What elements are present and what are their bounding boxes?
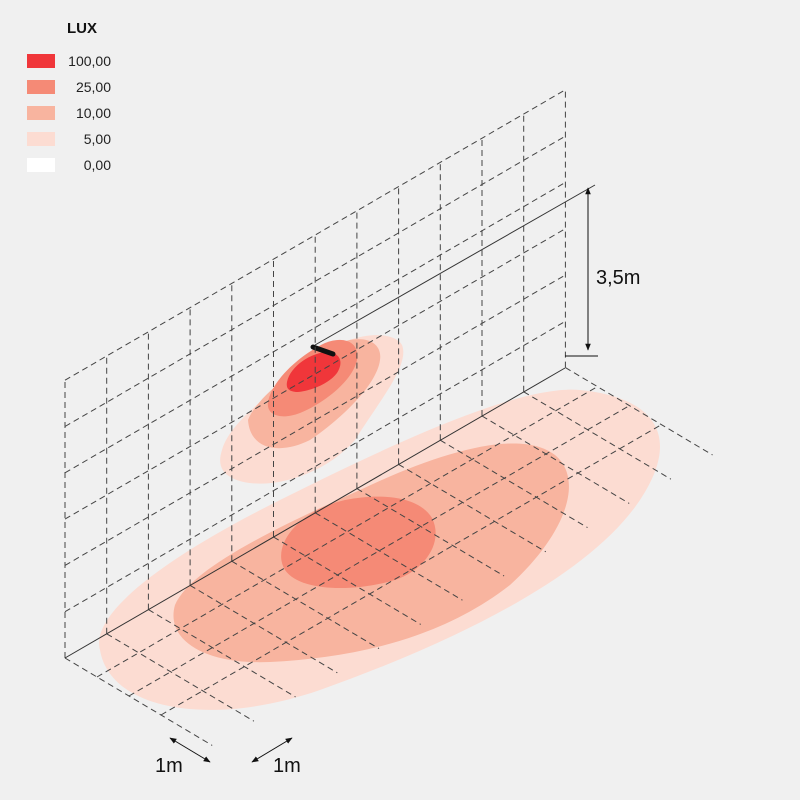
legend-value: 10,00 — [75, 105, 111, 121]
grid-line — [523, 391, 672, 480]
legend-value: 0,00 — [83, 157, 111, 173]
wall-contour-100lux — [286, 352, 341, 392]
grid-unit-dimension-right: 1m — [251, 737, 301, 777]
grid-line — [64, 228, 566, 520]
wall-illuminance-contours — [220, 335, 404, 484]
legend-rows: 100,00 25,00 10,00 5,00 0,00 — [27, 48, 127, 178]
legend-title: LUX — [67, 20, 97, 37]
grid-line — [64, 181, 566, 474]
grid-line — [231, 560, 380, 650]
legend-swatch — [27, 158, 55, 172]
legend-swatch — [27, 106, 55, 120]
grid-line — [64, 320, 566, 613]
wall-floor-edge — [64, 367, 566, 659]
legend-swatch — [27, 132, 55, 146]
legend-value: 100,00 — [68, 53, 111, 69]
legend-row: 100,00 — [27, 48, 127, 74]
grid-line — [314, 512, 463, 601]
legend-swatch — [27, 54, 55, 68]
legend-row: 0,00 — [27, 152, 127, 178]
grid-unit-left-label: 1m — [155, 755, 183, 777]
grid-line — [64, 274, 566, 566]
luminaire-fixture — [310, 344, 336, 357]
legend-value: 25,00 — [75, 79, 111, 95]
legend-swatch — [27, 80, 55, 94]
grid-line — [64, 89, 566, 381]
grid-line — [96, 386, 598, 678]
height-dimension: 3,5m — [565, 187, 640, 357]
grid-line — [64, 657, 213, 746]
grid-line — [64, 135, 566, 427]
grid-unit-right-label: 1m — [273, 755, 301, 777]
legend-row: 5,00 — [27, 126, 127, 152]
height-label: 3,5m — [596, 267, 640, 289]
grid-line — [356, 488, 505, 577]
grid-line — [273, 536, 421, 625]
grid-line — [148, 609, 296, 698]
floor-illuminance-contours — [99, 389, 660, 710]
floor-contour-25lux — [281, 496, 436, 589]
lux-legend: LUX 100,00 25,00 10,00 5,00 0,00 — [27, 20, 127, 178]
grid-unit-dimension-left: 1m — [155, 737, 211, 777]
grid-line — [481, 415, 630, 504]
grid-line — [440, 439, 588, 529]
grid-line — [565, 367, 713, 456]
dashed-grid — [64, 89, 713, 746]
legend-row: 10,00 — [27, 100, 127, 126]
legend-row: 25,00 — [27, 74, 127, 100]
grid-line — [398, 463, 547, 553]
legend-value: 5,00 — [83, 131, 111, 147]
wall-top-edge — [314, 184, 596, 346]
grid-line — [189, 584, 338, 674]
grid-line — [106, 633, 255, 722]
